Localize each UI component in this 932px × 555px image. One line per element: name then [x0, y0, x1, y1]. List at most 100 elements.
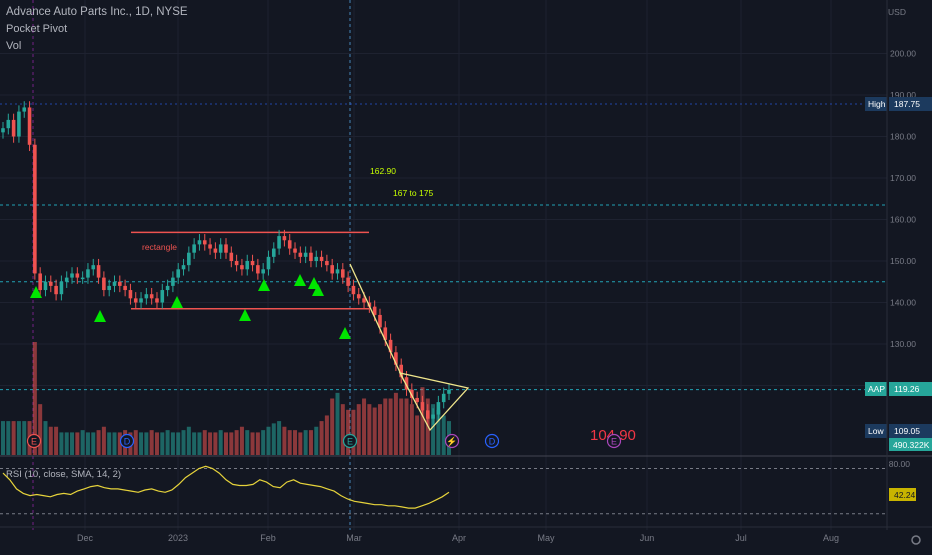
- volume-bar: [266, 426, 271, 455]
- volume-bar: [16, 421, 21, 455]
- candle-body: [112, 281, 117, 286]
- settings-gear-icon: [911, 535, 921, 545]
- event-label: E: [31, 437, 37, 447]
- volume-bar: [38, 404, 43, 455]
- candle-body: [303, 252, 308, 257]
- candle-body: [96, 265, 101, 278]
- volume-bar: [420, 387, 425, 455]
- volume-bar: [404, 398, 409, 455]
- candle-body: [293, 248, 297, 253]
- candle-body: [107, 285, 111, 291]
- candle-body: [250, 261, 255, 266]
- pocket-pivot-marker: [94, 310, 106, 322]
- candle-body: [171, 277, 175, 286]
- candle-body: [388, 339, 393, 353]
- candle-body: [378, 314, 382, 328]
- volume-bar: [70, 432, 75, 455]
- event-circle: [444, 433, 460, 449]
- volume-bar: [303, 430, 308, 455]
- volume-bar: [441, 415, 446, 455]
- volume-bar: [160, 432, 165, 455]
- earnings-event-icon: E: [606, 433, 622, 449]
- candle-body: [86, 269, 90, 278]
- candle-body: [202, 240, 207, 245]
- candle-body: [325, 261, 329, 266]
- candle-body: [123, 285, 127, 291]
- volume-bar: [54, 426, 59, 455]
- volume-bar: [415, 415, 420, 455]
- volume-bar: [346, 409, 351, 455]
- event-circle: [606, 433, 622, 449]
- volume-bar: [293, 430, 298, 455]
- candle-body: [319, 256, 324, 261]
- volume-bar: [149, 430, 154, 455]
- price-axis-tick: 180.00: [890, 132, 916, 142]
- indicator-pocket-pivot: Pocket Pivot: [6, 23, 68, 35]
- volume-bar: [192, 432, 197, 455]
- price-axis-tick: 140.00: [890, 298, 916, 308]
- candle-body: [240, 265, 244, 270]
- candle-body: [266, 256, 271, 270]
- candle-body: [70, 273, 74, 278]
- candle-body: [102, 277, 106, 291]
- candle-body: [441, 393, 446, 403]
- candle-body: [394, 352, 398, 365]
- volume-bar: [43, 421, 48, 455]
- high-badge-label: High: [868, 99, 886, 109]
- candle-body: [187, 252, 191, 266]
- candle-body: [335, 269, 340, 274]
- event-circle: [119, 433, 135, 449]
- candle-body: [43, 281, 48, 291]
- high-badge-value: 187.75: [894, 99, 920, 109]
- time-axis-label: Aug: [823, 533, 839, 543]
- volume-bar: [367, 404, 372, 455]
- candle-body: [229, 252, 234, 261]
- candle-body: [330, 265, 334, 274]
- candle-body: [176, 269, 181, 278]
- volume-bar: [213, 432, 218, 455]
- volume-bar: [324, 415, 329, 455]
- volume-bar: [234, 430, 239, 455]
- price-axis-tick: 170.00: [890, 173, 916, 183]
- candle-body: [155, 298, 159, 303]
- volume-bar: [133, 430, 138, 455]
- candle-body: [218, 244, 223, 253]
- event-circle: [342, 433, 358, 449]
- volume-bar: [165, 430, 170, 455]
- time-axis-label: May: [537, 533, 555, 543]
- pocket-pivot-marker: [339, 327, 351, 339]
- low-badge-value: 109.05: [894, 426, 920, 436]
- price-badge-value: 119.26: [894, 384, 920, 394]
- rsi-axis-tick: 80.00: [889, 459, 911, 469]
- candle-body: [271, 248, 276, 257]
- volume-bar: [107, 432, 112, 455]
- note-162-90: 162.90: [370, 166, 396, 176]
- time-axis-label: Mar: [346, 533, 362, 543]
- price-badge-value-bg: [889, 382, 932, 396]
- candle-body: [59, 281, 64, 295]
- candle-body: [341, 269, 345, 278]
- volume-bar: [218, 430, 223, 455]
- volume-bar: [282, 426, 287, 455]
- volume-bar: [255, 432, 260, 455]
- pocket-pivot-marker: [294, 274, 306, 286]
- candle-body: [410, 389, 414, 398]
- volume-bar: [48, 426, 53, 455]
- high-badge-label-bg: [865, 97, 887, 111]
- rsi-badge-bg: [889, 488, 916, 501]
- candle-body: [351, 285, 356, 295]
- candle-body: [139, 298, 143, 303]
- volume-bar: [139, 432, 144, 455]
- price-badge-label: AAP: [868, 384, 885, 394]
- event-label: E: [347, 437, 353, 447]
- candle-body: [128, 290, 133, 299]
- volume-bar: [298, 432, 303, 455]
- volume-bar: [261, 430, 266, 455]
- volume-bar: [431, 404, 436, 455]
- candle-body: [22, 107, 27, 112]
- volume-bar: [308, 430, 313, 455]
- price-badge-label-bg: [865, 382, 887, 396]
- candle-body: [181, 265, 186, 270]
